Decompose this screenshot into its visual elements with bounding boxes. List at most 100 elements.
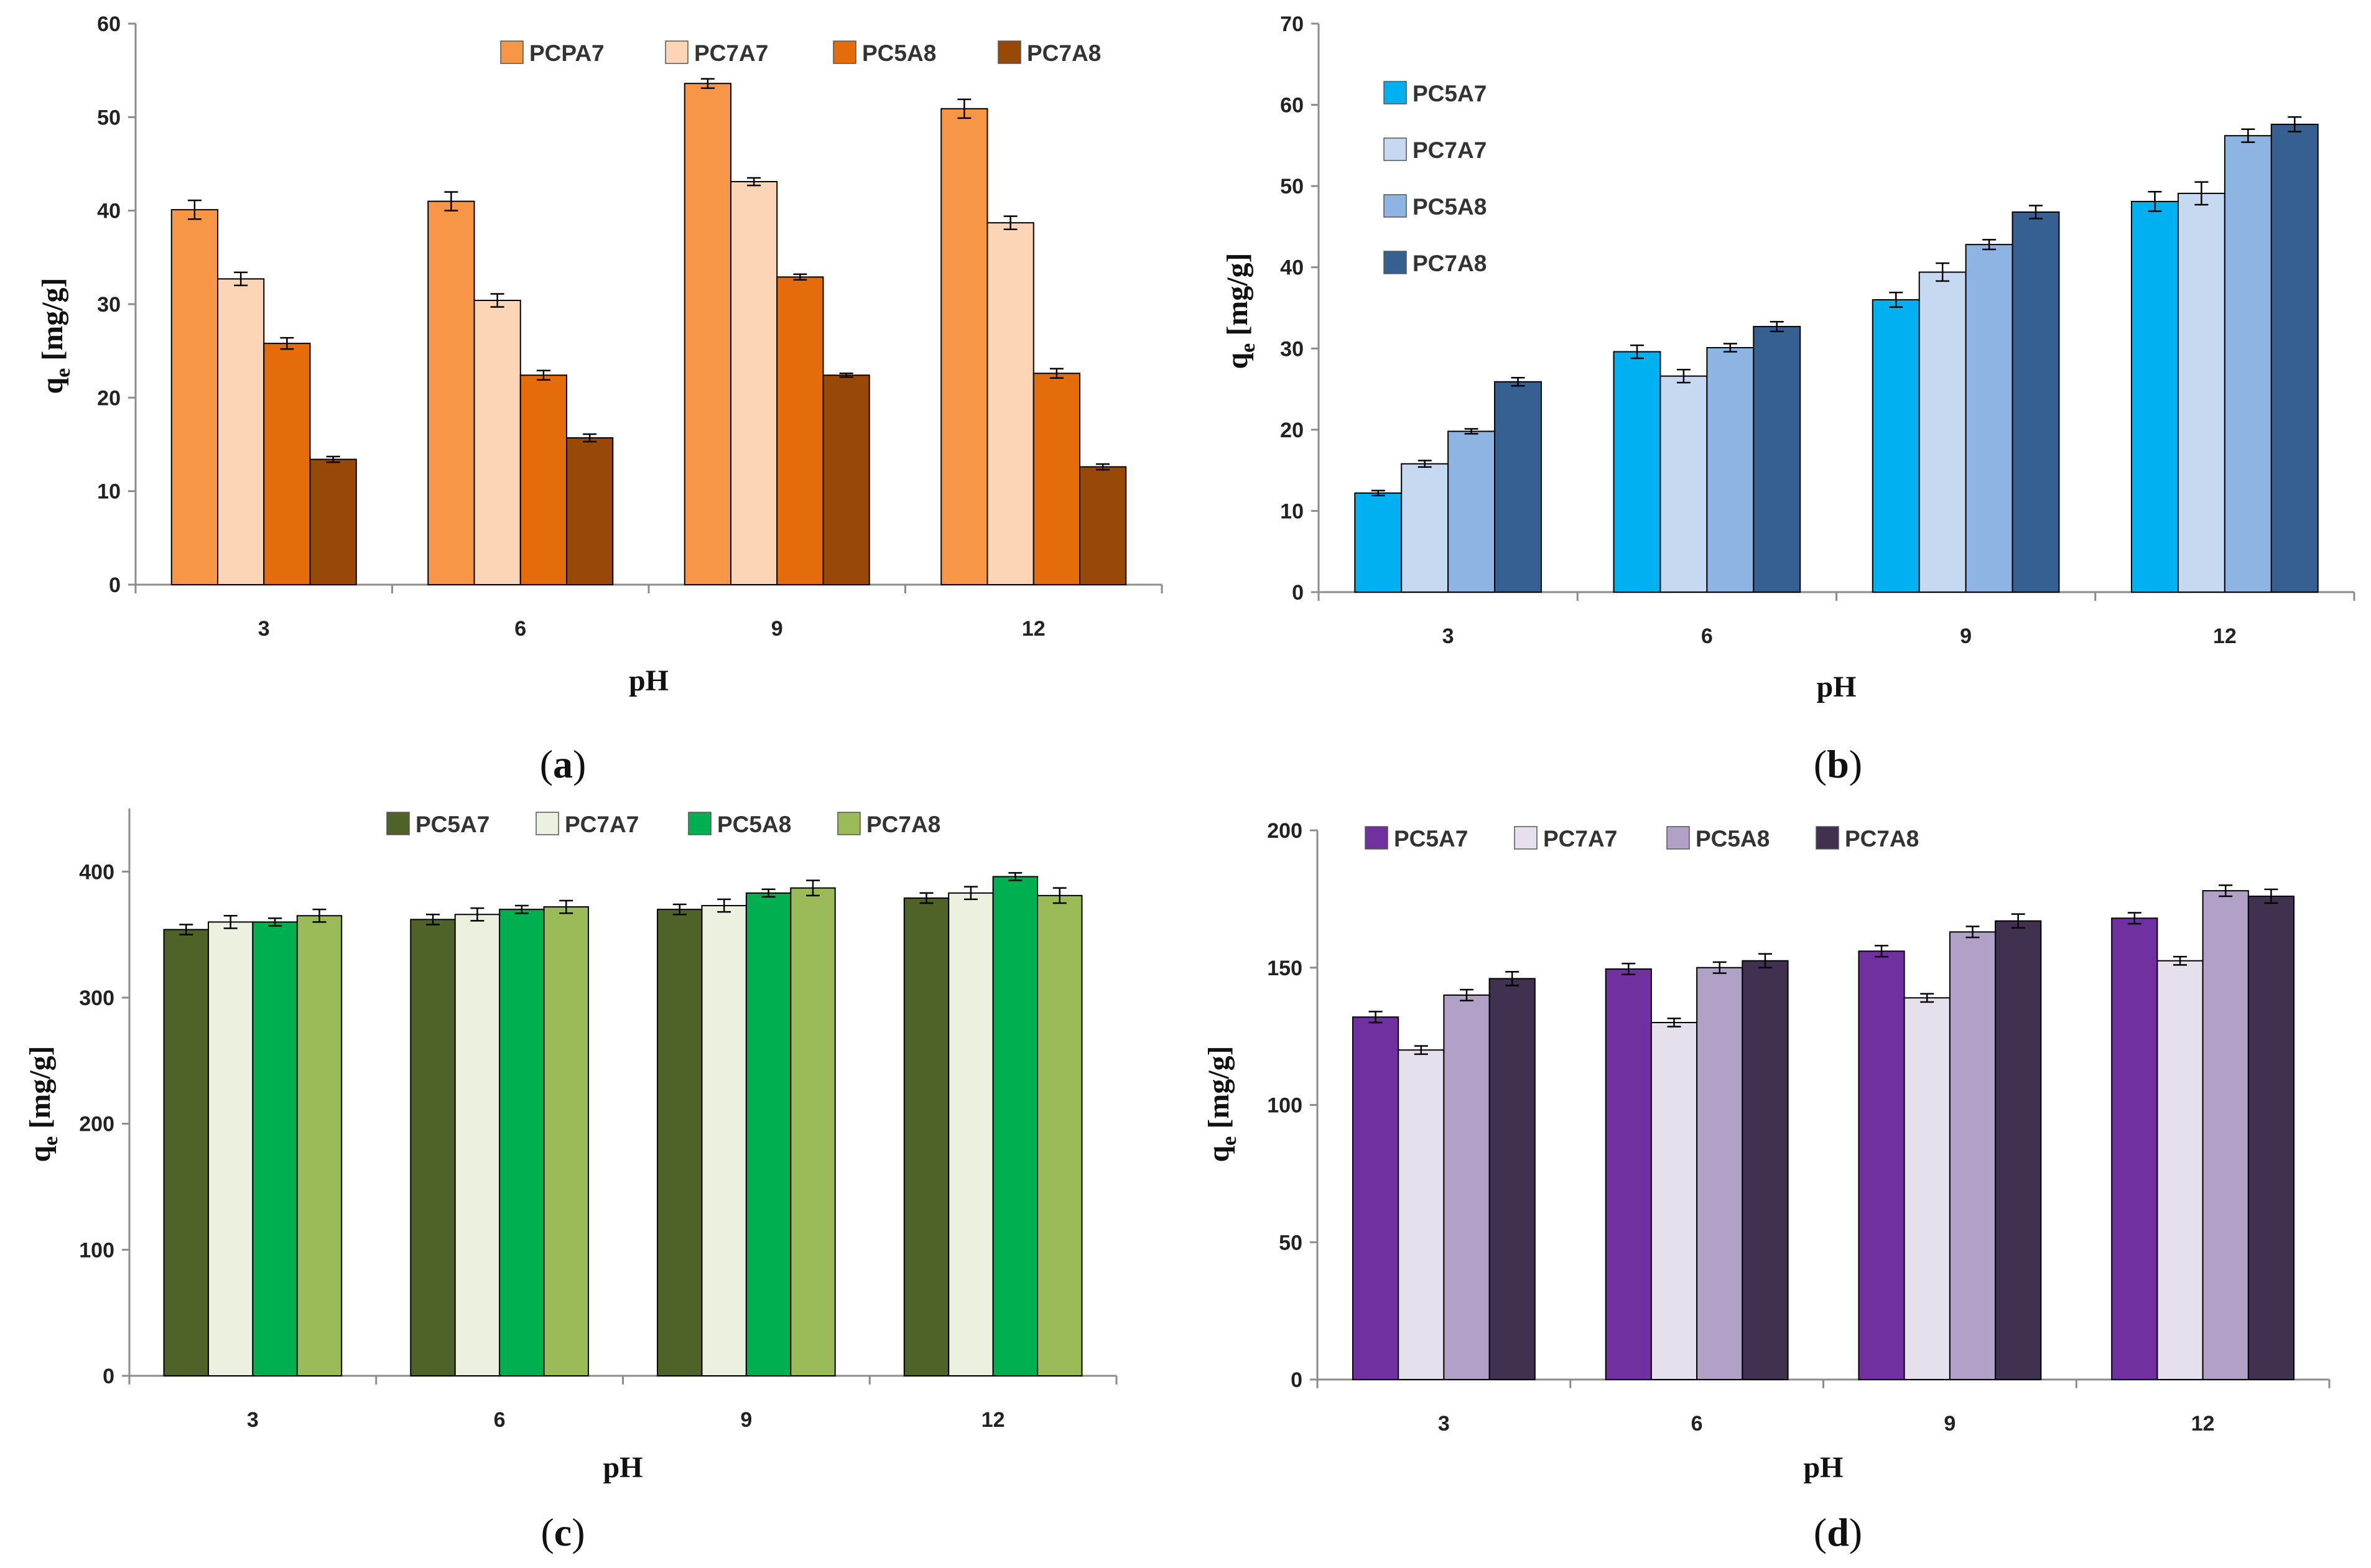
- bar-pc7a7-ph9: [1903, 997, 1951, 1380]
- y-axis-title: qe [mg/g]: [1202, 1046, 1241, 1162]
- bar-pc5a7-ph12: [2131, 200, 2179, 593]
- bar-pc5a8-ph9: [745, 892, 792, 1376]
- y-tick-label: 0: [1291, 1368, 1302, 1392]
- bar-pc5a7-ph3: [1352, 1016, 1399, 1380]
- y-tick-label: 0: [103, 1365, 114, 1388]
- legend-swatch: [1383, 194, 1407, 218]
- legend-swatch: [1365, 826, 1388, 850]
- bar-pc5a7-ph3: [163, 929, 209, 1377]
- legend-swatch: [386, 812, 410, 835]
- y-tick-label: 60: [97, 12, 121, 36]
- x-tick-label: 9: [740, 1408, 752, 1432]
- bar-pc7a8-ph6: [1753, 326, 1801, 593]
- legend-label: PC5A7: [1413, 81, 1487, 106]
- bar-pc7a8-ph12: [1079, 466, 1127, 586]
- x-axis-title: pH: [1803, 1451, 1843, 1484]
- bar-pc5a8-ph6: [1696, 967, 1743, 1380]
- legend-swatch: [665, 40, 689, 64]
- bar-pc7a8-ph12: [2270, 123, 2319, 593]
- bar-pc7a8-ph9: [790, 887, 836, 1377]
- legend-label: PC7A8: [1027, 40, 1101, 66]
- y-tick-label: 100: [79, 1238, 114, 1262]
- x-tick-label: 3: [247, 1408, 259, 1432]
- bar-pc7a7-ph9: [1918, 271, 1967, 593]
- y-tick-label: 40: [97, 200, 121, 223]
- bar-pc5a7-ph12: [2111, 917, 2158, 1380]
- bar-pc7a7-ph12: [2156, 960, 2204, 1380]
- bar-pc5a8-ph3: [1447, 430, 1496, 593]
- bar-pc7a8-ph3: [309, 458, 357, 586]
- bar-pcpa7-ph12: [940, 108, 988, 585]
- y-tick-label: 20: [97, 386, 121, 410]
- x-tick-label: 3: [1442, 624, 1454, 648]
- legend-swatch: [1666, 826, 1690, 850]
- bar-pc5a8-ph12: [992, 876, 1039, 1376]
- bar-pc5a7-ph9: [657, 909, 703, 1376]
- y-tick-label: 200: [1267, 819, 1302, 843]
- y-tick-label: 50: [97, 106, 121, 129]
- legend-label: PC7A8: [1845, 826, 1919, 851]
- bar-pc5a7-ph6: [1605, 968, 1652, 1380]
- bar-pc5a8-ph6: [499, 909, 545, 1376]
- y-tick-label: 150: [1267, 957, 1302, 980]
- bar-pc5a7-ph9: [1858, 950, 1905, 1380]
- chart-panel-b: 0 10 20 30 40 50 60 70 3 6 9 12 PC5A7 PC7A7 PC5A8 PC7A8…: [1221, 12, 2355, 786]
- legend-label: PC7A8: [866, 812, 940, 837]
- legend-label: PC7A7: [694, 40, 768, 66]
- chart-panel-d: 0 50 100 150 200 3 6 9 12 PC5A7 PC7A7 PC5A8 PC7A8 qe …: [1202, 819, 2331, 1554]
- bar-pc7a7-ph12: [948, 892, 994, 1376]
- bar-pc7a7-ph6: [1659, 375, 1708, 593]
- bar-pc7a8-ph12: [1037, 894, 1083, 1376]
- bar-pcpa7-ph3: [170, 209, 218, 585]
- panel-label: (c): [541, 1510, 585, 1554]
- x-tick-label: 12: [2213, 624, 2237, 648]
- legend-swatch: [536, 812, 559, 835]
- bar-pc5a8-ph3: [252, 921, 298, 1376]
- bar-pc7a7-ph3: [207, 921, 254, 1376]
- legend-label: PC7A8: [1413, 251, 1487, 276]
- legend-label: PC5A8: [1696, 826, 1770, 851]
- bar-pc5a8-ph6: [519, 374, 567, 586]
- bar-pc7a8-ph3: [296, 915, 343, 1377]
- legend-label: PC5A7: [1394, 826, 1468, 851]
- panel-label: (b): [1814, 742, 1862, 786]
- y-tick-label: 0: [1292, 581, 1304, 605]
- bar-pc5a7-ph6: [410, 919, 456, 1376]
- bar-pc7a7-ph3: [217, 278, 265, 585]
- y-axis-title: qe [mg/g]: [24, 1046, 62, 1162]
- bar-pc7a8-ph6: [1742, 960, 1789, 1380]
- x-tick-label: 12: [2191, 1412, 2215, 1436]
- x-tick-label: 9: [1960, 624, 1972, 648]
- x-tick-label: 3: [258, 617, 270, 641]
- x-tick-label: 6: [1691, 1412, 1703, 1436]
- bar-pc5a8-ph6: [1706, 346, 1755, 593]
- bar-pcpa7-ph6: [427, 200, 475, 585]
- y-tick-label: 400: [79, 860, 114, 884]
- legend-swatch: [688, 812, 712, 835]
- bar-pc7a8-ph3: [1488, 978, 1536, 1381]
- y-tick-label: 300: [79, 986, 114, 1010]
- panel-label: (d): [1814, 1510, 1862, 1554]
- y-tick-label: 50: [1280, 175, 1304, 198]
- legend-label: PC5A7: [415, 812, 490, 837]
- bar-pc7a8-ph12: [2247, 895, 2295, 1380]
- y-tick-label: 30: [97, 293, 121, 317]
- legend-label: PC5A8: [717, 812, 791, 837]
- x-tick-label: 6: [514, 617, 526, 641]
- bar-pc5a8-ph9: [776, 276, 824, 585]
- legend-swatch: [1383, 81, 1407, 104]
- legend-label: PC5A8: [1413, 194, 1487, 220]
- bar-pc7a8-ph6: [543, 906, 589, 1376]
- y-tick-label: 60: [1280, 94, 1304, 118]
- x-axis-title: pH: [629, 664, 669, 697]
- y-tick-label: 0: [109, 573, 121, 597]
- y-tick-label: 50: [1279, 1231, 1302, 1255]
- legend-label: PC7A7: [1543, 826, 1617, 851]
- bar-pc5a7-ph9: [1872, 299, 1920, 593]
- bar-pc7a8-ph6: [566, 437, 614, 586]
- legend-swatch: [1816, 826, 1839, 850]
- panel-label: (a): [540, 742, 587, 786]
- legend-swatch: [837, 812, 861, 835]
- legend-label: PC7A7: [1413, 137, 1487, 163]
